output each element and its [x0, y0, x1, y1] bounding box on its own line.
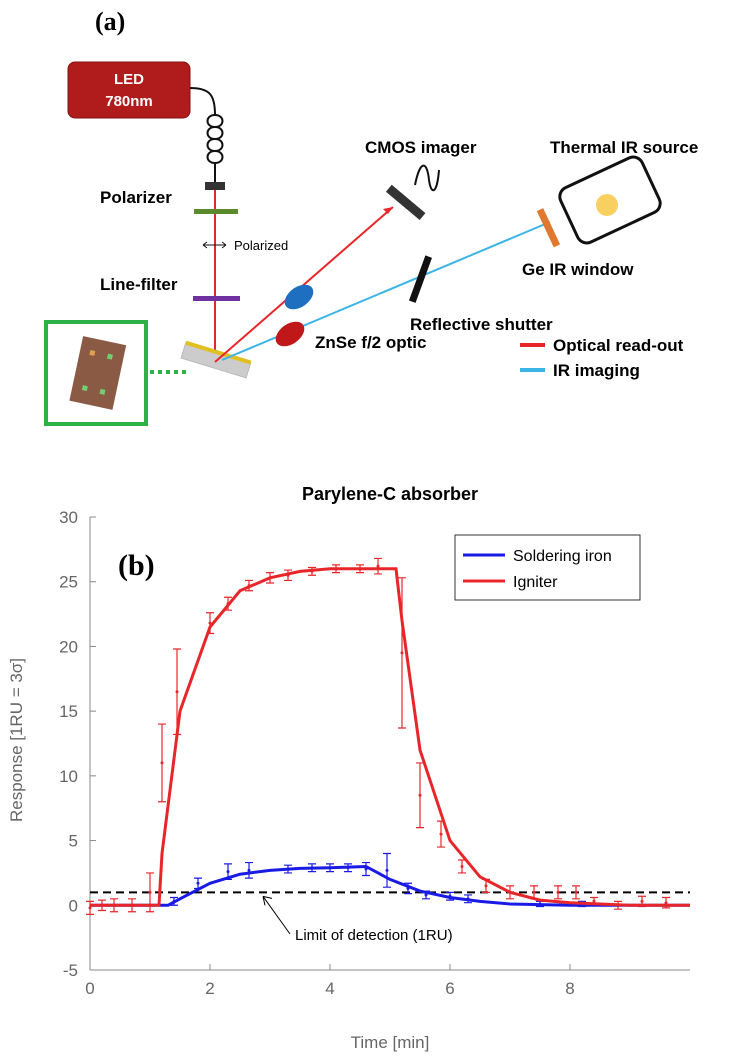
y-tick-label: 20 [59, 637, 78, 656]
ge-window [537, 208, 560, 247]
polarized-label: Polarized [234, 238, 288, 253]
data-point [248, 869, 251, 872]
polarizer-label: Polarizer [100, 188, 172, 207]
y-tick-label: -5 [63, 961, 78, 980]
data-point [641, 900, 644, 903]
data-point [461, 865, 464, 868]
legend-label: Igniter [513, 574, 558, 591]
panel-label: (a) [95, 7, 125, 36]
legend-label: IR imaging [553, 361, 640, 380]
source-label: Thermal IR source [550, 138, 698, 157]
data-point [557, 891, 560, 894]
figure: (a) LED 780nm Polarizer Polarized Line-f… [0, 0, 756, 1057]
polarizer [194, 209, 238, 214]
optic-label: ZnSe f/2 optic [315, 333, 426, 352]
legend-label: Optical read-out [553, 336, 684, 355]
shutter-label: Reflective shutter [410, 315, 553, 334]
data-point [377, 565, 380, 568]
annotation-arrow [263, 896, 290, 934]
line-filter-label: Line-filter [100, 275, 178, 294]
data-point [149, 891, 152, 894]
data-point [89, 906, 92, 909]
line-filter [193, 296, 240, 301]
y-tick-label: 5 [69, 832, 78, 851]
cmos-label: CMOS imager [365, 138, 477, 157]
series-line [90, 866, 690, 905]
y-tick-label: 30 [59, 508, 78, 527]
data-point [485, 884, 488, 887]
data-point [401, 651, 404, 654]
data-point [665, 901, 668, 904]
y-tick-label: 0 [69, 896, 78, 915]
data-point [575, 891, 578, 894]
cable [415, 166, 439, 191]
panel-label: (b) [118, 549, 155, 582]
led-label: 780nm [105, 93, 153, 110]
chart-title: Parylene-C absorber [302, 484, 478, 504]
legend: Optical read-out IR imaging [520, 336, 684, 380]
data-point [227, 870, 230, 873]
y-tick-label: 15 [59, 702, 78, 721]
data-point [197, 882, 200, 885]
fiber [190, 88, 223, 182]
arrow-head [383, 207, 393, 214]
collimator [205, 182, 225, 190]
led-label: LED [114, 71, 144, 88]
data-point [419, 794, 422, 797]
y-axis-label: Response [1RU = 3σ] [7, 658, 26, 822]
data-point [533, 891, 536, 894]
emitter [596, 194, 618, 216]
lens [271, 317, 309, 352]
data-point [176, 690, 179, 693]
legend-label: Soldering iron [513, 548, 612, 565]
y-tick-label: 10 [59, 767, 78, 786]
x-axis-label: Time [min] [351, 1033, 430, 1052]
page: (a) LED 780nm Polarizer Polarized Line-f… [0, 0, 756, 1057]
annotation: Limit of detection (1RU) [295, 927, 453, 944]
lens [280, 280, 318, 315]
series-line [90, 569, 690, 906]
x-tick-label: 8 [565, 979, 574, 998]
x-tick-label: 6 [445, 979, 454, 998]
cmos [386, 185, 425, 220]
data-point [386, 869, 389, 872]
x-tick-label: 2 [205, 979, 214, 998]
mirror [181, 341, 251, 378]
x-tick-label: 0 [85, 979, 94, 998]
ge-label: Ge IR window [522, 260, 634, 279]
x-tick-label: 4 [325, 979, 334, 998]
y-tick-label: 25 [59, 573, 78, 592]
data-point [161, 761, 164, 764]
data-point [440, 833, 443, 836]
